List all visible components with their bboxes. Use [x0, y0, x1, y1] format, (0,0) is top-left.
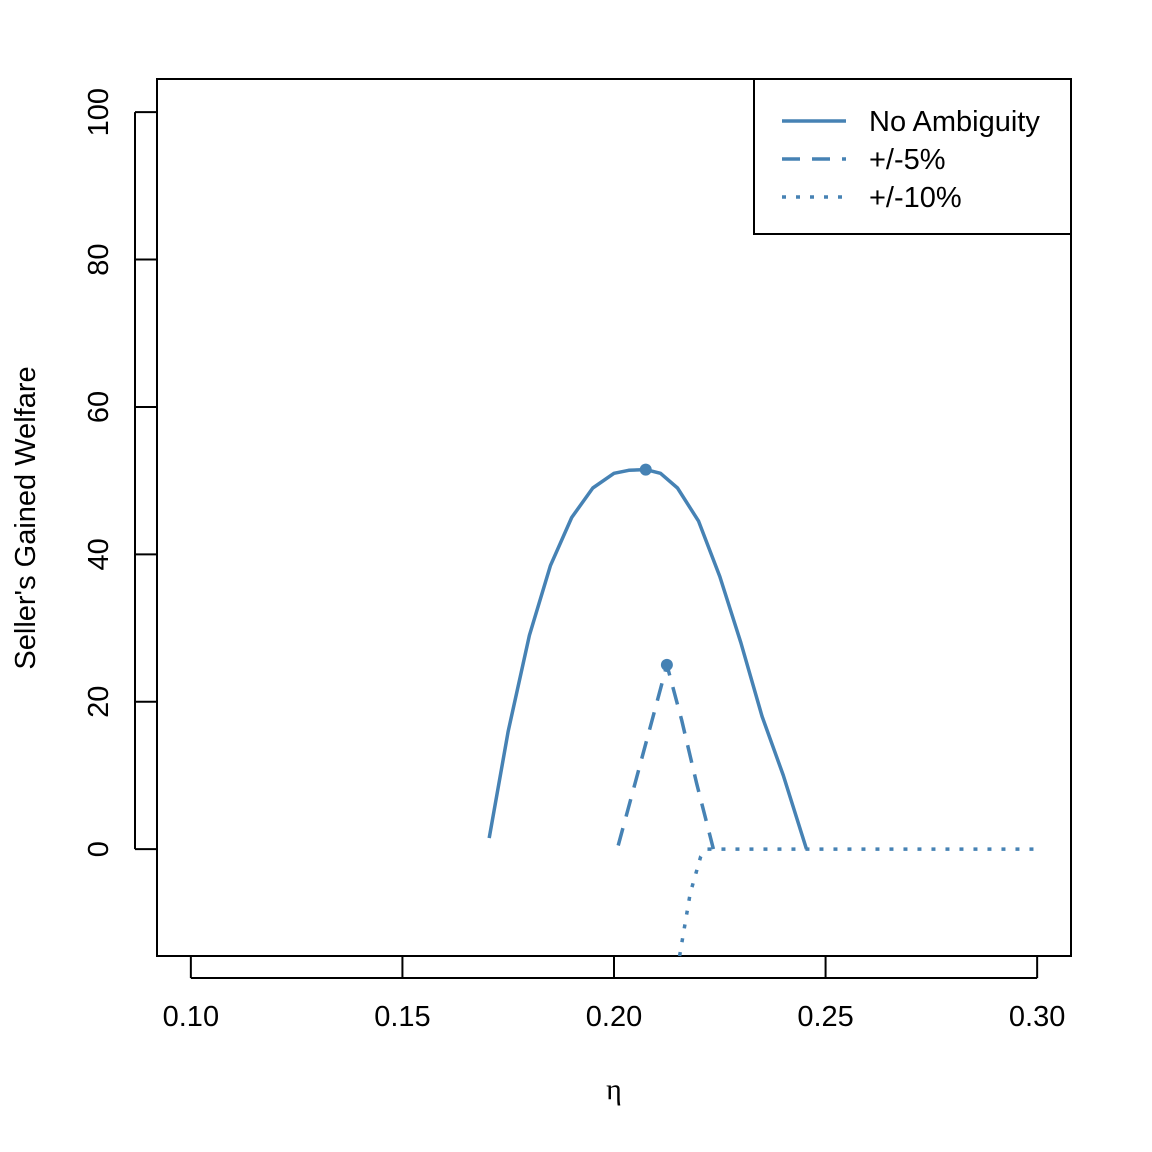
y-tick-label: 40 — [83, 538, 115, 570]
legend-label: +/-10% — [869, 182, 962, 214]
legend-label: No Ambiguity — [869, 106, 1040, 138]
y-tick-label: 100 — [83, 88, 115, 136]
x-tick-label: 0.30 — [1009, 1001, 1065, 1033]
y-tick-label: 20 — [83, 686, 115, 718]
x-tick-label: 0.20 — [586, 1001, 642, 1033]
max-point-marker — [639, 463, 652, 476]
x-tick-label: 0.15 — [374, 1001, 430, 1033]
y-tick-label: 60 — [83, 391, 115, 423]
x-tick-label: 0.10 — [163, 1001, 219, 1033]
legend-label: +/-5% — [869, 144, 946, 176]
max-point-marker — [660, 658, 673, 671]
legend-box — [753, 78, 1072, 235]
x-axis-label: η — [606, 1073, 622, 1106]
x-tick-label: 0.25 — [797, 1001, 853, 1033]
y-tick-label: 80 — [83, 243, 115, 275]
series-line-10 — [677, 847, 1035, 957]
y-axis-label: Seller's Gained Welfare — [10, 366, 42, 669]
y-tick-label: 0 — [83, 841, 115, 857]
